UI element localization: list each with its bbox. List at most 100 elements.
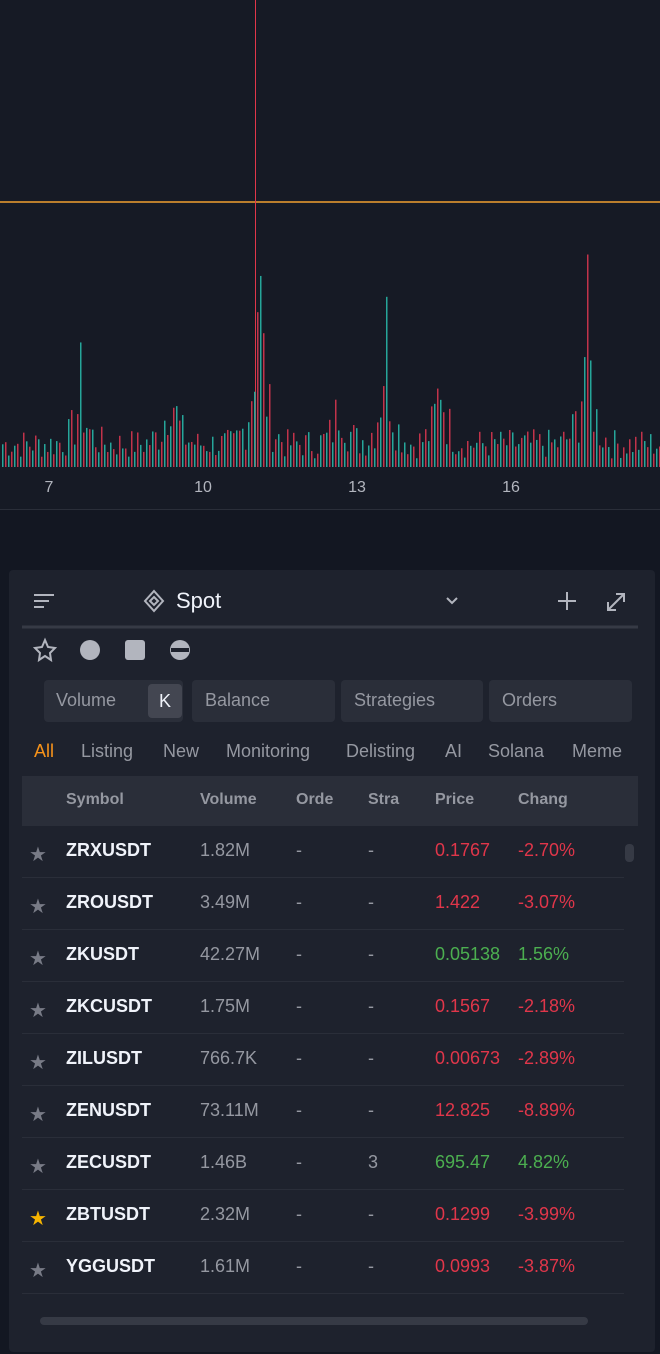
h-scrollbar[interactable] [40, 1317, 588, 1325]
volume-bar [587, 254, 589, 467]
tab[interactable] [489, 680, 632, 722]
symbol[interactable]: ZKCUSDT [66, 996, 152, 1016]
symbol[interactable]: ZECUSDT [66, 1152, 151, 1172]
volume-bar [287, 429, 289, 467]
volume-bar [497, 444, 499, 467]
column-header[interactable]: Orde [296, 791, 334, 808]
column-header[interactable]: Price [435, 791, 475, 808]
price: 0.1299 [435, 1204, 491, 1224]
volume-bar [218, 450, 220, 467]
tab[interactable] [341, 680, 483, 722]
volume-bar [35, 435, 37, 467]
volume-bar [446, 444, 448, 467]
volume-bar [371, 432, 373, 467]
symbol[interactable]: YGGUSDT [66, 1256, 156, 1276]
volume-bar [578, 442, 580, 467]
category-tab[interactable]: Monitoring [226, 741, 311, 761]
volume-bar [314, 458, 316, 467]
strategies: - [368, 1100, 374, 1120]
volume-bar [443, 412, 445, 467]
symbol[interactable]: ZBTUSDT [66, 1204, 150, 1224]
expand-icon[interactable] [607, 593, 625, 611]
volume-bar [134, 451, 136, 467]
star[interactable]: ★ [29, 896, 47, 918]
symbol[interactable]: ZRXUSDT [66, 840, 151, 860]
key-badge[interactable]: K [148, 684, 182, 718]
volume: 73.11M [200, 1100, 259, 1120]
volume-bar [341, 437, 343, 467]
volume-bar [311, 451, 313, 467]
volume-bar [566, 439, 568, 467]
price: 1.422 [435, 892, 481, 912]
price: 0.05138 [435, 944, 501, 964]
check-icon[interactable] [125, 640, 145, 660]
market-title[interactable]: Spot [176, 588, 222, 613]
volume-bar [158, 449, 160, 467]
row-divider [22, 1189, 624, 1190]
volume-bar [638, 449, 640, 467]
column-header[interactable]: Stra [368, 791, 400, 808]
category-tab[interactable]: Listing [81, 741, 134, 761]
volume-bar [209, 451, 211, 467]
star[interactable]: ★ [29, 1000, 47, 1022]
volume-bar [320, 435, 322, 467]
price: 0.0993 [435, 1256, 491, 1276]
star[interactable]: ★ [29, 1260, 47, 1282]
category-tab[interactable]: Solana [488, 741, 545, 761]
chat-icon[interactable] [80, 640, 100, 660]
volume-bar [95, 447, 97, 467]
volume-bar [38, 439, 40, 467]
symbol[interactable]: ZKUSDT [66, 944, 139, 964]
category-tab[interactable]: Delisting [346, 741, 416, 761]
category-tab[interactable]: New [163, 741, 200, 761]
volume-bar [233, 433, 235, 467]
volume-bar [509, 429, 511, 467]
volume-bar [605, 437, 607, 467]
volume-bar [251, 401, 253, 467]
column-header[interactable]: Symbol [66, 791, 124, 808]
volume-bar [500, 431, 502, 467]
column-header[interactable]: Chang [518, 791, 568, 808]
change: 1.56% [518, 944, 570, 964]
volume-bar [152, 431, 154, 467]
volume-bar [284, 456, 286, 467]
row-divider [22, 877, 624, 878]
tab[interactable] [192, 680, 335, 722]
symbol[interactable]: ZILUSDT [66, 1048, 142, 1068]
star[interactable]: ★ [29, 948, 47, 970]
volume-bar [488, 455, 490, 467]
volume-bar [164, 420, 166, 467]
volume-bar [602, 447, 604, 467]
volume-bar [65, 455, 67, 467]
volume-bar [563, 431, 565, 467]
add-icon[interactable] [558, 592, 576, 610]
volume-bar [8, 455, 10, 467]
star[interactable]: ★ [29, 1052, 47, 1074]
star[interactable]: ★ [29, 1208, 47, 1230]
volume-bar [296, 441, 298, 467]
volume-bar [503, 438, 505, 467]
star[interactable]: ★ [29, 1104, 47, 1126]
category-tab[interactable]: Meme [572, 741, 623, 761]
favorite-icon[interactable] [32, 637, 58, 663]
symbol[interactable]: ZENUSDT [66, 1100, 151, 1120]
star[interactable]: ★ [29, 844, 47, 866]
dropdown-icon[interactable] [446, 597, 458, 605]
x-tick-label: 7 [44, 479, 54, 496]
row-divider [22, 1085, 624, 1086]
symbol[interactable]: ZROUSDT [66, 892, 153, 912]
volume-bar [530, 442, 532, 467]
volume-bar [155, 432, 157, 467]
strategies: 3 [368, 1152, 379, 1172]
category-tab[interactable]: All [34, 741, 55, 761]
v-scrollbar[interactable] [625, 844, 634, 862]
category-tab[interactable]: AI [445, 741, 463, 761]
volume-bar [203, 445, 205, 467]
star[interactable]: ★ [29, 1156, 47, 1178]
volume-bar [62, 452, 64, 467]
column-header[interactable]: Volume [200, 791, 257, 808]
volume-bar [122, 448, 124, 467]
menu-icon[interactable] [34, 594, 54, 608]
volume-bar [53, 454, 55, 467]
